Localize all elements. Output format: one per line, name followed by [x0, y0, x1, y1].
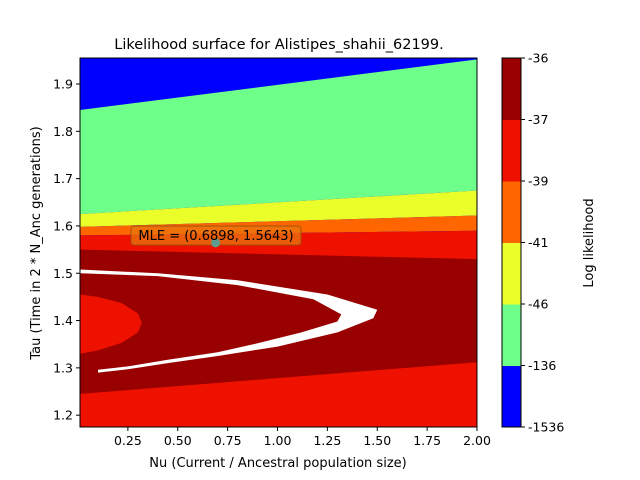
x-tick-label: 1.25 — [313, 433, 341, 448]
x-tick-label: 2.00 — [463, 433, 491, 448]
y-tick-label: 1.5 — [53, 266, 73, 281]
contour-region-0 — [80, 59, 477, 215]
y-axis: 1.2 1.3 1.4 1.5 1.6 1.7 1.8 1.9 — [53, 77, 80, 423]
y-axis-label: Tau (Time in 2 * N_Anc generations) — [29, 126, 44, 360]
contour-region-1 — [80, 190, 477, 227]
colorbar-tick-label: -1536 — [528, 420, 564, 435]
colorbar: -1536 -136 -46 -41 -39 -37 -36 — [501, 51, 564, 435]
colorbar-tick-label: -136 — [528, 358, 556, 373]
contour-region-4 — [80, 249, 477, 394]
mle-marker — [211, 238, 221, 248]
y-tick-label: 1.8 — [53, 124, 73, 139]
x-tick-label: 0.50 — [164, 433, 192, 448]
x-tick-label: 1.50 — [363, 433, 391, 448]
y-tick-label: 1.4 — [53, 313, 73, 328]
colorbar-tick-label: -39 — [528, 174, 548, 189]
colorbar-tick-label: -41 — [528, 235, 548, 250]
y-tick-label: 1.7 — [53, 171, 73, 186]
colorbar-label: Log likelihood — [582, 198, 597, 287]
mle-label: MLE = (0.6898, 1.5643) — [138, 229, 293, 244]
colorbar-segment — [502, 58, 521, 120]
y-tick-label: 1.3 — [53, 360, 73, 375]
colorbar-segment — [502, 304, 521, 366]
x-axis-label: Nu (Current / Ancestral population size) — [149, 456, 406, 471]
x-tick-label: 1.00 — [264, 433, 292, 448]
y-tick-label: 1.2 — [53, 408, 73, 423]
colorbar-tick-label: -37 — [528, 112, 548, 127]
plot-area — [80, 58, 477, 427]
x-tick-label: 0.25 — [114, 433, 142, 448]
colorbar-segment — [502, 119, 521, 182]
colorbar-tick-label: -36 — [528, 51, 548, 66]
colorbar-segment — [502, 242, 521, 305]
y-tick-label: 1.6 — [53, 218, 73, 233]
colorbar-segment — [502, 181, 521, 243]
plot-frame — [79, 57, 478, 428]
x-tick-label: 1.75 — [413, 433, 441, 448]
contour-region-6 — [80, 269, 378, 373]
colorbar-segment — [502, 365, 521, 428]
chart-title: Likelihood surface for Alistipes_shahii_… — [114, 37, 444, 53]
x-tick-label: 0.75 — [214, 433, 242, 448]
colorbar-tick-label: -46 — [528, 297, 548, 312]
mle-annotation: MLE = (0.6898, 1.5643) — [130, 225, 302, 248]
contour-region-5 — [80, 294, 142, 354]
y-tick-label: 1.9 — [53, 77, 73, 92]
x-axis: 0.25 0.50 0.75 1.00 1.25 1.50 1.75 2.00 — [114, 427, 491, 448]
